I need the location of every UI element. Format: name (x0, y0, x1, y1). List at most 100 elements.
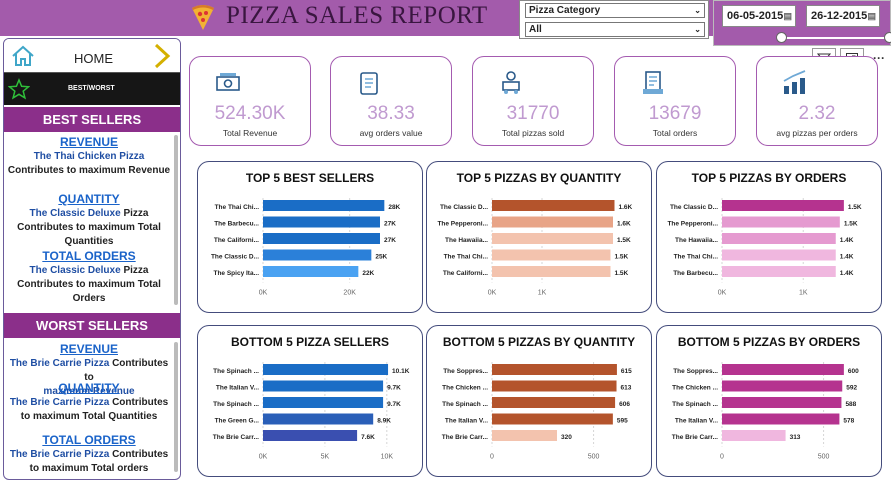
chart-title: TOP 5 BEST SELLERS (245, 171, 375, 185)
bar (492, 430, 557, 441)
data-label: 320 (561, 434, 572, 441)
data-label: 8.9K (377, 418, 391, 425)
worst-sellers-header: WORST SELLERS (4, 313, 180, 338)
x-tick-label: 0K (259, 290, 268, 297)
bar (722, 266, 836, 277)
data-label: 1.4K (840, 254, 854, 261)
end-date-input[interactable]: 26-12-2015 ▤ (806, 5, 880, 27)
kpi-avg-pizzas-per-order: 2.32 avg pizzas per orders (756, 56, 878, 146)
worst-scrollbar[interactable] (174, 342, 178, 472)
chart-top-5-best-sellers[interactable]: TOP 5 BEST SELLERS 0K 20K The Thai Chi... 2… (197, 161, 423, 313)
report-title: PIZZA SALES REPORT (226, 2, 488, 29)
data-label: 588 (845, 401, 856, 408)
bar (492, 249, 611, 261)
category-label: The Classic D... (440, 204, 488, 211)
data-label: 1.6K (619, 204, 633, 211)
data-label: 1.5K (615, 270, 629, 277)
worst-revenue-link[interactable]: REVENUE (59, 342, 118, 356)
chart-bottom-5-by-orders[interactable]: BOTTOM 5 PIZZAS BY ORDERS 0 500 The Soppre… (656, 325, 882, 477)
worst-orders-link[interactable]: TOTAL ORDERS (42, 433, 136, 447)
chart-plot: 0K 20K The Thai Chi... 28K The Barbecu... 27K… (211, 198, 401, 297)
best-scrollbar[interactable] (174, 135, 178, 305)
chart-bottom-5-by-quantity[interactable]: BOTTOM 5 PIZZAS BY QUANTITY 0 500 The Sopp… (426, 325, 652, 477)
bar (263, 380, 384, 392)
best-quantity-link[interactable]: QUANTITY (58, 192, 120, 206)
bar (492, 266, 611, 277)
category-label: The Italian V... (216, 385, 259, 392)
kpi-label: avg orders value (359, 128, 423, 138)
category-label: The Soppres... (443, 368, 488, 375)
best-revenue-link[interactable]: REVENUE (59, 135, 118, 149)
date-slider-start-handle[interactable] (776, 32, 787, 43)
data-label: 600 (848, 368, 859, 375)
data-label: 615 (621, 368, 632, 375)
delivery-icon (502, 71, 520, 94)
data-label: 1.5K (617, 237, 631, 244)
category-label: The Italian V... (675, 418, 718, 425)
category-label: The Italian V... (445, 418, 488, 425)
category-label: The Spinach ... (442, 401, 488, 408)
x-tick-label: 1K (538, 290, 547, 297)
category-label: The Classic D... (211, 254, 259, 261)
bar (722, 249, 836, 261)
category-label: The Brie Carr... (672, 434, 718, 441)
worst-orders-block: TOTAL ORDERS The Brie Carrie Pizza Contr… (4, 433, 174, 476)
kpi-total-orders: 13679 Total orders (614, 56, 736, 146)
bar (263, 413, 374, 425)
data-label: 27K (384, 221, 396, 228)
category-label: The Spinach ... (672, 401, 718, 408)
chart-top-5-by-orders[interactable]: TOP 5 PIZZAS BY ORDERS 0K 1K The Classic D… (656, 161, 882, 313)
data-label: 27K (384, 237, 396, 244)
chart-bottom-5-sellers[interactable]: BOTTOM 5 PIZZA SELLERS 0K 5K 10K The Spinac… (197, 325, 423, 477)
category-label: The Thai Chi... (674, 254, 719, 261)
category-label: The Thai Chi... (215, 204, 260, 211)
worst-quantity-link[interactable]: QUANTITY (58, 381, 120, 395)
x-tick-label: 0K (488, 290, 497, 297)
kpi-label: Total orders (652, 128, 698, 138)
x-tick-label: 1K (799, 290, 808, 297)
category-label: The Barbecu... (214, 221, 259, 228)
bar (722, 233, 836, 244)
chart-plot: 0 500 The Soppres... 600 The Chicken ... 592 T… (672, 362, 859, 461)
x-tick-label: 20K (343, 290, 356, 297)
x-tick-label: 0K (259, 454, 268, 461)
bar (492, 380, 617, 392)
bar (492, 200, 615, 211)
category-label: The Chicken ... (672, 385, 718, 392)
category-label: The Soppres... (673, 368, 718, 375)
kpi-label: avg pizzas per orders (776, 128, 858, 138)
category-label: The Pepperoni... (437, 221, 488, 228)
chevron-right-icon[interactable] (152, 42, 172, 70)
bar (492, 233, 613, 244)
date-slider-end-handle[interactable] (884, 32, 891, 43)
x-tick-label: 500 (818, 454, 830, 461)
data-label: 592 (846, 385, 857, 392)
data-label: 1.4K (840, 270, 854, 277)
kpi-value: 31770 (506, 103, 560, 124)
home-icon (12, 45, 34, 66)
worst-revenue-block: REVENUE The Brie Carrie Pizza Contribute… (4, 342, 174, 399)
data-label: 578 (843, 418, 854, 425)
start-date-input[interactable]: 06-05-2015 ▤ (722, 5, 796, 27)
bar (263, 397, 384, 408)
best-worst-button[interactable]: BEST/WORST (4, 73, 180, 105)
data-label: 613 (621, 385, 632, 392)
kpi-value: 524.30K (214, 103, 286, 124)
data-label: 9.7K (387, 385, 401, 392)
home-button[interactable]: HOME (4, 39, 180, 73)
best-orders-link[interactable]: TOTAL ORDERS (42, 249, 136, 263)
chart-plot: 0K 1K The Classic D... 1.5K The Pepperoni...… (667, 198, 862, 297)
data-label: 28K (388, 204, 400, 211)
pizza-category-slicer[interactable]: Pizza Category ⌄ All ⌄ (519, 0, 709, 39)
data-label: 9.7K (387, 401, 401, 408)
category-label: The Chicken ... (442, 385, 488, 392)
date-slider-track[interactable] (780, 37, 890, 39)
date-range-slicer[interactable]: 06-05-2015 ▤ 26-12-2015 ▤ (713, 0, 891, 46)
chart-top-5-by-quantity[interactable]: TOP 5 PIZZAS BY QUANTITY 0K 1K The Classic… (426, 161, 652, 313)
category-label: The Spinach ... (213, 401, 259, 408)
category-dropdown[interactable]: All ⌄ (525, 22, 705, 37)
bar (722, 364, 844, 375)
bar (492, 413, 613, 425)
x-tick-label: 0 (490, 454, 494, 461)
calendar-icon: ▤ (867, 11, 876, 21)
